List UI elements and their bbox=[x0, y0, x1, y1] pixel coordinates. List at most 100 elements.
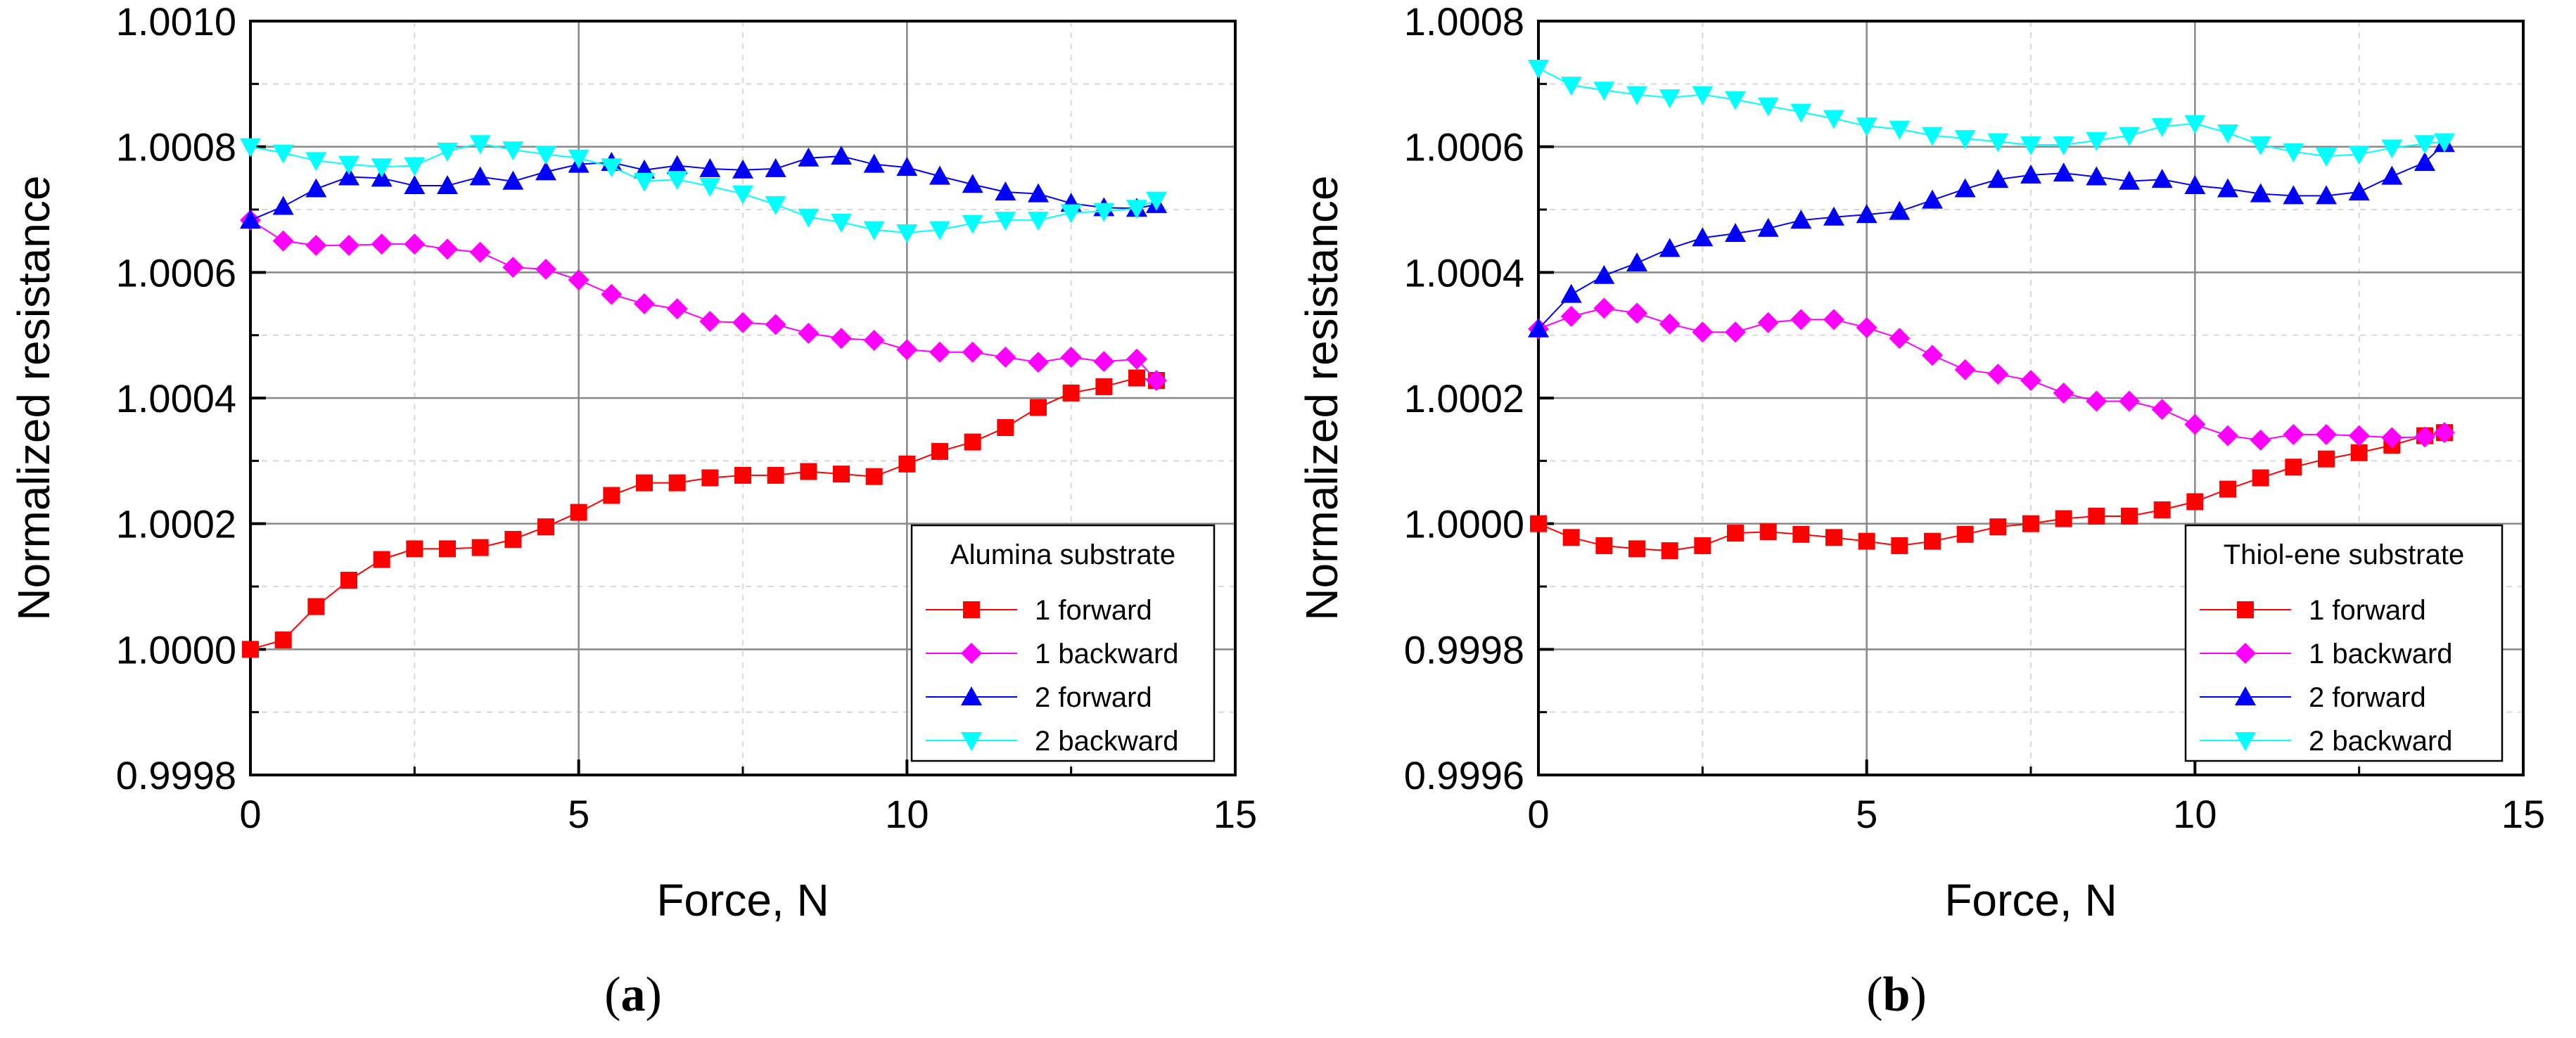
data-point bbox=[1095, 378, 1113, 395]
data-point bbox=[765, 196, 786, 215]
legend-item: 2 forward bbox=[2200, 682, 2426, 713]
data-point bbox=[1856, 316, 1877, 338]
y-tick-label: 1.0002 bbox=[1404, 376, 1524, 421]
data-point bbox=[1924, 532, 1941, 550]
data-point bbox=[242, 641, 259, 658]
y-tick-label: 1.0004 bbox=[116, 376, 236, 421]
data-point bbox=[272, 230, 294, 252]
legend-marker bbox=[961, 686, 982, 705]
data-point bbox=[570, 504, 587, 521]
data-point bbox=[2348, 146, 2370, 165]
series-line bbox=[1538, 143, 2445, 330]
legend-item: 1 forward bbox=[926, 595, 1152, 626]
data-point bbox=[2219, 480, 2236, 498]
data-point bbox=[964, 433, 981, 451]
x-axis-label: Force, N bbox=[656, 875, 829, 925]
legend-box bbox=[910, 524, 1216, 762]
data-point bbox=[305, 234, 327, 256]
data-point bbox=[1593, 82, 1615, 101]
data-point bbox=[338, 166, 359, 186]
legend-marker bbox=[2235, 732, 2256, 751]
data-point bbox=[1628, 540, 1645, 558]
data-point bbox=[2186, 493, 2204, 511]
data-point bbox=[1692, 86, 1714, 105]
y-tick-label: 0.9996 bbox=[1404, 753, 1524, 797]
data-point bbox=[831, 213, 852, 233]
legend: Alumina substrate 1 forward 1 backward 2 fo… bbox=[910, 524, 1216, 762]
x-axis-label: Force, N bbox=[1944, 875, 2117, 925]
data-point bbox=[1823, 206, 1844, 226]
data-point bbox=[537, 518, 554, 536]
data-point bbox=[1757, 97, 1779, 117]
data-point bbox=[2119, 127, 2140, 146]
data-point bbox=[568, 149, 589, 169]
data-point bbox=[240, 138, 261, 158]
data-point bbox=[898, 455, 916, 473]
data-point bbox=[798, 322, 820, 344]
data-point bbox=[1922, 127, 1943, 146]
data-point bbox=[272, 196, 294, 215]
data-point bbox=[1528, 60, 1549, 79]
data-point bbox=[2434, 133, 2455, 153]
legend-label: 1 backward bbox=[2309, 639, 2453, 669]
x-tick-label: 0 bbox=[1527, 792, 1549, 836]
data-point bbox=[701, 469, 719, 487]
x-tick-label: 5 bbox=[568, 792, 589, 836]
data-point bbox=[2414, 426, 2435, 448]
data-point bbox=[732, 159, 753, 179]
data-point bbox=[2250, 136, 2271, 155]
legend-label: 1 forward bbox=[1035, 595, 1152, 626]
legend-label: 2 forward bbox=[1035, 682, 1152, 713]
data-point bbox=[371, 233, 393, 255]
data-point bbox=[1626, 86, 1647, 105]
data-point bbox=[699, 177, 721, 197]
y-tick-label: 1.0008 bbox=[116, 125, 236, 169]
data-point bbox=[668, 474, 686, 492]
legend-marker bbox=[2237, 601, 2254, 618]
chart-b: 0.9996 0.9998 1.0000 1.0002 1.0004 1.0006 1.00… bbox=[1296, 0, 2545, 925]
data-point bbox=[2020, 369, 2041, 391]
series-2-backward bbox=[1528, 60, 2455, 167]
data-point bbox=[962, 214, 983, 234]
data-point bbox=[1987, 364, 2009, 385]
data-point bbox=[2283, 423, 2304, 445]
series-line bbox=[1538, 68, 2445, 158]
data-point bbox=[1093, 351, 1115, 373]
legend-marker bbox=[961, 732, 982, 751]
data-point bbox=[1562, 529, 1580, 546]
data-point bbox=[1823, 309, 1844, 331]
data-point bbox=[1126, 200, 1147, 219]
data-point bbox=[2184, 414, 2206, 435]
data-point bbox=[1560, 283, 1582, 303]
caption-close-paren: ) bbox=[1910, 968, 1927, 1022]
series-1-forward bbox=[1530, 424, 2453, 560]
data-point bbox=[502, 141, 524, 161]
data-point bbox=[502, 170, 524, 190]
data-point bbox=[1093, 203, 1115, 222]
data-point bbox=[765, 158, 786, 177]
data-point bbox=[2088, 507, 2105, 525]
data-point bbox=[931, 442, 948, 460]
data-point bbox=[1956, 525, 1974, 543]
data-point bbox=[2316, 185, 2337, 205]
data-point bbox=[798, 147, 820, 167]
data-point bbox=[1659, 89, 1681, 108]
data-point bbox=[1528, 318, 1549, 338]
legend-label: 1 backward bbox=[1035, 639, 1179, 669]
data-point bbox=[1954, 130, 1976, 150]
data-point bbox=[1659, 313, 1681, 335]
data-point bbox=[2217, 425, 2238, 447]
x-tick-label: 10 bbox=[885, 792, 929, 836]
y-tick-label: 1.0010 bbox=[116, 0, 236, 44]
data-point bbox=[1922, 345, 1943, 366]
data-point bbox=[437, 175, 458, 195]
data-point bbox=[2053, 382, 2074, 404]
data-point bbox=[2250, 429, 2271, 451]
data-point bbox=[2283, 143, 2304, 162]
data-point bbox=[272, 144, 294, 164]
data-point bbox=[1858, 532, 1875, 550]
data-point bbox=[1661, 542, 1678, 560]
data-point bbox=[603, 487, 620, 504]
data-point bbox=[929, 221, 950, 241]
data-point bbox=[896, 339, 918, 361]
